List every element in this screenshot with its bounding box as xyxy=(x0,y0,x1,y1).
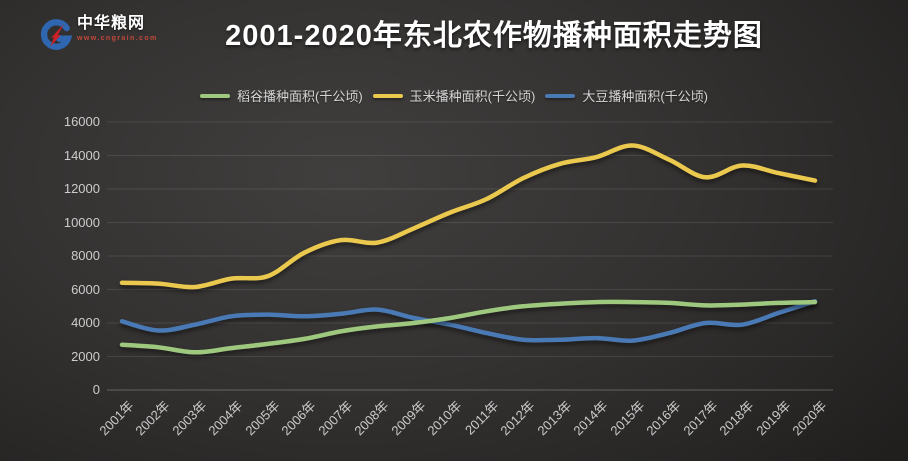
legend-item-rice: 稻谷播种面积(千公顷) xyxy=(199,86,363,105)
y-axis-label: 8000 xyxy=(71,248,100,263)
series-line-soybean xyxy=(119,298,818,343)
logo-url: www.cngrain.com xyxy=(77,35,158,42)
y-axis-label: 6000 xyxy=(71,281,100,297)
legend-item-corn: 玉米播种面积(千公顷) xyxy=(372,86,536,105)
y-axis-label: 14000 xyxy=(63,147,100,163)
y-axis-label: 16000 xyxy=(63,114,100,129)
legend-swatch-icon xyxy=(199,93,230,98)
y-axis-label: 10000 xyxy=(63,214,100,230)
series-line-rice xyxy=(119,299,818,355)
legend-swatch-icon xyxy=(372,93,403,98)
series-line-corn xyxy=(119,143,818,290)
logo-name: 中华粮网 xyxy=(77,15,146,32)
legend-item-soybean: 大豆播种面积(千公顷) xyxy=(545,86,708,105)
legend-label: 大豆播种面积(千公顷) xyxy=(582,89,708,104)
page-title: 2001-2020年东北农作物播种面积走势图 xyxy=(225,20,763,52)
y-axis-label: 0 xyxy=(92,382,100,397)
y-axis-label: 12000 xyxy=(63,181,100,196)
cngrain-logo-icon xyxy=(40,19,72,50)
legend-swatch-icon xyxy=(545,93,576,98)
logo: 中华粮网 www.cngrain.com xyxy=(38,16,158,52)
y-axis-label: 2000 xyxy=(71,348,100,364)
y-axis-label: 4000 xyxy=(71,315,100,330)
chart-legend: 稻谷播种面积(千公顷) 玉米播种面积(千公顷) 大豆播种面积(千公顷) xyxy=(0,86,908,105)
legend-label: 稻谷播种面积(千公顷) xyxy=(236,89,363,104)
legend-label: 玉米播种面积(千公顷) xyxy=(409,89,536,104)
